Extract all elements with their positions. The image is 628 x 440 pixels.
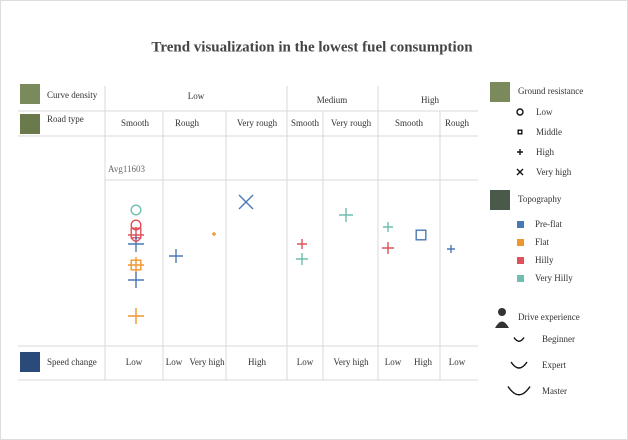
glyph <box>297 239 307 249</box>
legend-title: Drive experience <box>518 312 580 322</box>
cell: Low <box>297 357 314 367</box>
glyph <box>169 249 183 263</box>
ground-icon <box>490 82 510 102</box>
curve-icon <box>20 84 40 104</box>
column-header: Smooth <box>291 118 320 128</box>
legend-item: Pre-flat <box>535 219 562 229</box>
column-header: Rough <box>175 118 200 128</box>
legend-item: Beginner <box>542 334 575 344</box>
title: Trend visualization in the lowest fuel c… <box>151 39 473 55</box>
column-header: Very rough <box>237 118 278 128</box>
cell: Very high <box>333 357 369 367</box>
glyph <box>128 308 144 324</box>
legend-item: Flat <box>535 237 550 247</box>
glyph <box>128 236 144 252</box>
glyph <box>507 386 531 396</box>
glyph <box>130 204 142 216</box>
column-header: Smooth <box>121 118 150 128</box>
glyph <box>516 168 524 176</box>
legend-item: Low <box>536 107 553 117</box>
legend-swatch <box>517 257 524 264</box>
cell: Low <box>449 357 466 367</box>
glyph <box>130 237 142 242</box>
legend-item: Hilly <box>535 255 554 265</box>
legend-item: Very high <box>536 167 572 177</box>
glyph <box>383 222 393 232</box>
glyph <box>415 229 427 241</box>
glyph <box>128 257 144 273</box>
road-icon <box>20 114 40 134</box>
legend-item: Middle <box>536 127 562 137</box>
glyph <box>517 129 523 135</box>
column-header: Very rough <box>331 118 372 128</box>
cell: High <box>414 357 433 367</box>
cell: Low <box>385 357 402 367</box>
cell: Low <box>126 357 143 367</box>
glyph <box>513 337 525 342</box>
glyph <box>238 194 254 210</box>
glyph <box>447 245 455 253</box>
glyph <box>339 208 353 222</box>
column-header: High <box>421 95 440 105</box>
legend-swatch <box>517 239 524 246</box>
glyph <box>516 108 524 116</box>
driver-icon <box>495 308 509 328</box>
column-header: Rough <box>445 118 470 128</box>
speed-icon <box>20 352 40 372</box>
legend-item: High <box>536 147 555 157</box>
cell: Very high <box>189 357 225 367</box>
column-header: Low <box>188 91 205 101</box>
legend-swatch <box>517 275 524 282</box>
topo-icon <box>490 190 510 210</box>
row-label: Speed change <box>47 357 97 367</box>
glyph <box>510 361 528 369</box>
row-label: Road type <box>47 114 84 124</box>
cell: High <box>248 357 267 367</box>
row-label: Curve density <box>47 90 98 100</box>
column-header: Smooth <box>395 118 424 128</box>
legend-swatch <box>517 221 524 228</box>
glyph <box>517 149 523 155</box>
legend-item: Very Hilly <box>535 273 573 283</box>
legend-item: Expert <box>542 360 566 370</box>
legend-item: Master <box>542 386 567 396</box>
glyph <box>128 272 144 288</box>
column-header: Medium <box>317 95 348 105</box>
legend-title: Ground resistance <box>518 86 583 96</box>
legend-title: Topography <box>518 194 562 204</box>
glyph <box>212 232 216 236</box>
glyph <box>382 242 394 254</box>
glyph <box>296 253 308 265</box>
table-grid <box>18 86 478 381</box>
avg-label: Avg11603 <box>108 164 145 174</box>
cell: Low <box>166 357 183 367</box>
